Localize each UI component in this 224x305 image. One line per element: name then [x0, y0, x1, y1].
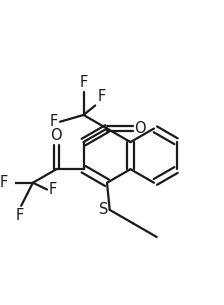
Text: O: O: [134, 121, 146, 136]
Text: F: F: [79, 75, 88, 90]
Text: F: F: [49, 182, 57, 197]
Text: S: S: [99, 202, 108, 217]
Text: F: F: [0, 175, 8, 190]
Text: F: F: [16, 208, 24, 223]
Text: F: F: [50, 114, 58, 129]
Text: O: O: [51, 128, 62, 143]
Text: F: F: [97, 89, 106, 104]
